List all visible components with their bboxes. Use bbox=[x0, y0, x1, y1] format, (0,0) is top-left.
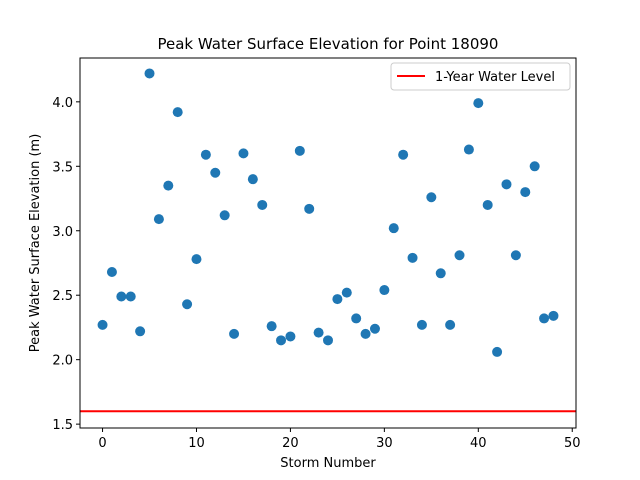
data-point bbox=[416, 319, 427, 330]
x-axis: 0 10 20 30 40 50 bbox=[98, 428, 581, 451]
data-point bbox=[313, 327, 324, 338]
axes-frame bbox=[79, 57, 577, 429]
data-point bbox=[520, 187, 531, 198]
data-point bbox=[407, 252, 418, 263]
chart-title: Peak Water Surface Elevation for Point 1… bbox=[158, 35, 499, 53]
data-point bbox=[106, 267, 117, 278]
data-point bbox=[341, 287, 352, 298]
data-point bbox=[247, 174, 258, 185]
data-point bbox=[182, 299, 193, 310]
data-point bbox=[238, 148, 249, 159]
data-point bbox=[435, 268, 446, 279]
x-tick-label: 40 bbox=[470, 436, 487, 451]
data-point bbox=[97, 319, 108, 330]
data-point bbox=[191, 254, 202, 265]
y-axis: 1.5 2.0 2.5 3.0 3.5 4.0 bbox=[52, 96, 80, 433]
x-tick-label: 30 bbox=[376, 436, 393, 451]
data-point bbox=[501, 179, 512, 190]
data-point bbox=[304, 203, 315, 214]
y-tick-label: 4.0 bbox=[52, 96, 73, 111]
data-point bbox=[529, 161, 540, 172]
data-point bbox=[445, 319, 456, 330]
x-axis-label: Storm Number bbox=[280, 456, 376, 471]
data-point bbox=[360, 328, 371, 339]
data-point bbox=[454, 250, 465, 261]
data-point bbox=[492, 346, 503, 357]
data-point bbox=[294, 145, 305, 156]
x-tick-label: 50 bbox=[564, 436, 581, 451]
data-point bbox=[285, 331, 296, 342]
data-point bbox=[369, 323, 380, 334]
data-point bbox=[379, 285, 390, 296]
y-tick-label: 3.0 bbox=[52, 225, 73, 240]
y-tick-label: 2.0 bbox=[52, 354, 73, 369]
data-point bbox=[153, 214, 164, 225]
data-point bbox=[276, 335, 287, 346]
legend-box bbox=[390, 62, 571, 91]
data-point bbox=[473, 98, 484, 109]
data-point bbox=[125, 291, 136, 302]
data-point bbox=[257, 199, 268, 210]
data-point bbox=[388, 223, 399, 234]
data-point bbox=[229, 328, 240, 339]
x-tick-label: 10 bbox=[188, 436, 205, 451]
data-point bbox=[219, 210, 230, 221]
data-point bbox=[351, 313, 362, 324]
data-point bbox=[539, 313, 550, 324]
data-point bbox=[548, 310, 559, 321]
data-point bbox=[398, 149, 409, 160]
data-point bbox=[135, 326, 146, 337]
data-point bbox=[210, 167, 221, 178]
data-point bbox=[323, 335, 333, 346]
data-point bbox=[116, 291, 127, 302]
data-point bbox=[482, 199, 493, 210]
data-point bbox=[200, 149, 211, 160]
data-point bbox=[510, 250, 521, 261]
data-point bbox=[172, 107, 183, 118]
legend: 1-Year Water Level bbox=[390, 62, 571, 91]
y-tick-label: 1.5 bbox=[52, 418, 73, 433]
data-point bbox=[463, 144, 474, 155]
y-axis-label: Peak Water Surface Elevation (m) bbox=[28, 134, 43, 353]
data-point bbox=[144, 68, 155, 79]
data-point bbox=[332, 294, 343, 305]
data-point bbox=[266, 321, 277, 332]
plot-area bbox=[80, 68, 576, 413]
legend-label: 1-Year Water Level bbox=[435, 70, 555, 85]
data-point bbox=[426, 192, 437, 203]
y-tick-label: 3.5 bbox=[52, 160, 73, 175]
x-tick-label: 0 bbox=[98, 436, 106, 451]
data-point bbox=[163, 180, 174, 191]
x-tick-label: 20 bbox=[282, 436, 299, 451]
y-tick-label: 2.5 bbox=[52, 289, 73, 304]
